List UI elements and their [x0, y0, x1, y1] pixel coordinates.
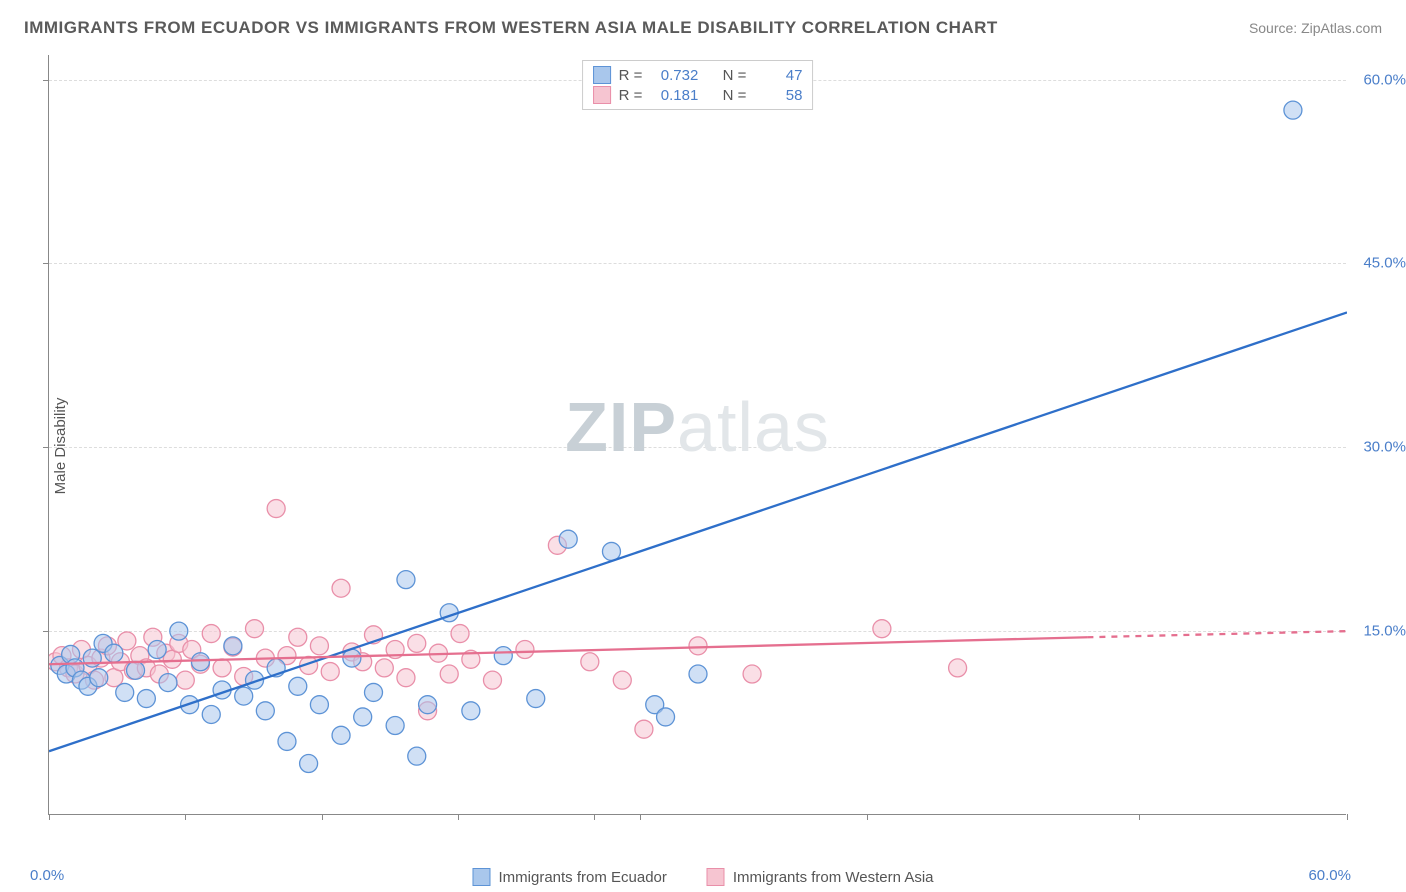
x-axis-max-label: 60.0% [1308, 867, 1351, 884]
n-value-wasia: 58 [754, 87, 802, 104]
legend-stats-row-wasia: R = 0.181 N = 58 [593, 85, 803, 105]
y-tick-label: 60.0% [1363, 71, 1406, 88]
n-value-ecuador: 47 [754, 67, 802, 84]
chart-plot-area: ZIPatlas R = 0.732 N = 47 R = 0.181 N = … [48, 55, 1346, 815]
n-label: N = [723, 67, 747, 84]
y-tick-label: 30.0% [1363, 439, 1406, 456]
n-label: N = [723, 87, 747, 104]
chart-title: IMMIGRANTS FROM ECUADOR VS IMMIGRANTS FR… [24, 18, 998, 38]
legend-stats-row-ecuador: R = 0.732 N = 47 [593, 65, 803, 85]
scatter-svg [49, 55, 1347, 815]
legend-series: Immigrants from Ecuador Immigrants from … [472, 868, 933, 886]
legend-item-wasia: Immigrants from Western Asia [707, 868, 934, 886]
x-axis-min-label: 0.0% [30, 867, 64, 884]
y-tick-label: 45.0% [1363, 255, 1406, 272]
r-value-wasia: 0.181 [650, 87, 698, 104]
r-label: R = [619, 87, 643, 104]
legend-label-ecuador: Immigrants from Ecuador [498, 869, 666, 886]
legend-label-wasia: Immigrants from Western Asia [733, 869, 934, 886]
legend-item-ecuador: Immigrants from Ecuador [472, 868, 666, 886]
y-tick-label: 15.0% [1363, 623, 1406, 640]
source-label: Source: ZipAtlas.com [1249, 20, 1382, 36]
swatch-wasia-icon [707, 868, 725, 886]
legend-stats-box: R = 0.732 N = 47 R = 0.181 N = 58 [582, 60, 814, 110]
r-label: R = [619, 67, 643, 84]
r-value-ecuador: 0.732 [650, 67, 698, 84]
swatch-ecuador-icon [472, 868, 490, 886]
swatch-wasia [593, 86, 611, 104]
swatch-ecuador [593, 66, 611, 84]
